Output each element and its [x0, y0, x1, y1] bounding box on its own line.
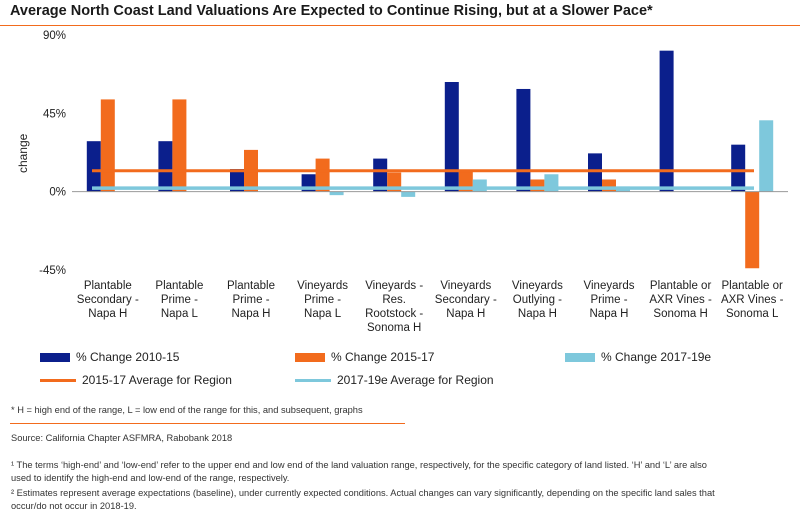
source-note: Source: California Chapter ASFMRA, Rabob… — [11, 433, 233, 443]
bar-1-9 — [659, 50, 674, 192]
bar-1-1 — [86, 141, 101, 192]
chart-title: Average North Coast Land Valuations Are … — [10, 3, 653, 19]
category-label-line: Napa H — [518, 308, 557, 320]
category-label-line: Plantable — [227, 280, 275, 292]
bar-chart: 90% 45% 0% -45% change Plantable Secondary - Na… — [16, 30, 788, 334]
category-label-line: Napa H — [232, 308, 271, 320]
legend-line-swatch-2015-17-avg — [40, 379, 76, 383]
category-label-line: Res. — [382, 294, 406, 306]
category-label-line: Outlying - — [513, 294, 562, 306]
bar-2-1 — [100, 99, 115, 192]
bar-3-5 — [401, 191, 416, 197]
category-label-line: Prime - — [161, 294, 198, 306]
category-label-line: Secondary - — [435, 294, 497, 306]
category-label-line: Secondary - — [77, 294, 139, 306]
y-tick-label: -45% — [39, 265, 66, 277]
title-divider — [0, 25, 800, 26]
legend-series-1: % Change 2010-15 — [40, 350, 179, 364]
category-label-line: Prime - — [590, 294, 627, 306]
category-label-line: Vineyards — [297, 280, 348, 292]
category-label-line: Napa L — [304, 308, 342, 320]
category-label-1: Plantable Secondary - Napa H — [77, 280, 139, 320]
bar-3-4 — [329, 191, 344, 196]
category-label-line: Plantable — [155, 280, 203, 292]
category-label-line: Plantable or — [722, 280, 784, 292]
category-label-line: Rootstock - — [365, 308, 423, 320]
bar-1-6 — [444, 82, 459, 192]
category-label-line: AXR Vines - — [649, 294, 712, 306]
category-label-7: Vineyards Outlying - Napa H — [512, 280, 563, 320]
category-label-line: AXR Vines - — [721, 294, 784, 306]
bar-1-2 — [158, 141, 173, 192]
category-label-line: Sonoma H — [653, 308, 707, 320]
footnote-2-line-2: occur/do not occur in 2018-19. — [11, 501, 137, 511]
bar-2-10 — [745, 191, 760, 269]
y-tick-label: 90% — [43, 30, 66, 42]
category-label-line: Vineyards - — [365, 280, 423, 292]
category-label-8: Vineyards Prime - Napa H — [584, 280, 635, 320]
range-key-note: * H = high end of the range, L = low end… — [11, 405, 363, 415]
category-label-line: Vineyards — [512, 280, 563, 292]
category-label-line: Plantable — [84, 280, 132, 292]
legend-line-swatch-2017-19e-avg — [295, 379, 331, 383]
legend-label-2017-19e-avg: 2017-19e Average for Region — [337, 373, 494, 387]
legend-line-2: 2017-19e Average for Region — [295, 373, 494, 387]
bar-1-5 — [373, 158, 388, 192]
bar-1-7 — [516, 88, 531, 192]
y-axis-title: change — [16, 133, 30, 173]
legend-swatch-2015-17 — [295, 353, 325, 363]
bar-2-2 — [172, 99, 187, 192]
category-label-line: Prime - — [232, 294, 269, 306]
bar-1-3 — [230, 169, 244, 192]
category-label-9: Plantable or AXR Vines - Sonoma H — [649, 280, 712, 320]
category-label-line: Prime - — [304, 294, 341, 306]
category-label-line: Vineyards — [584, 280, 635, 292]
category-label-3: Plantable Prime - Napa H — [227, 280, 275, 320]
footnote-1-line-1: ¹ The terms ‘high-end’ and ‘low-end’ ref… — [11, 460, 707, 470]
footnote-2: ² Estimates represent average expectatio… — [11, 487, 791, 513]
footnote-2-line-1: ² Estimates represent average expectatio… — [11, 488, 715, 498]
footnote-1-line-2: used to identify the high-end and low-en… — [11, 473, 290, 483]
category-label-line: Napa H — [590, 308, 629, 320]
category-label-line: Napa H — [88, 308, 127, 320]
category-label-line: Sonoma H — [367, 322, 421, 334]
category-label-line: Sonoma L — [726, 308, 779, 320]
footnote-1: ¹ The terms ‘high-end’ and ‘low-end’ ref… — [11, 459, 791, 485]
category-label-4: Vineyards Prime - Napa L — [297, 280, 348, 320]
y-tick-label: 45% — [43, 108, 66, 120]
legend-swatch-2010-15 — [40, 353, 70, 363]
bar-3-10 — [759, 120, 774, 192]
note-divider — [10, 423, 405, 424]
legend-series-3: % Change 2017-19e — [565, 350, 711, 364]
legend-label-2015-17: % Change 2015-17 — [331, 350, 435, 364]
bar-1-10 — [731, 144, 746, 192]
category-label-line: Napa L — [161, 308, 199, 320]
category-label-line: Plantable or — [650, 280, 712, 292]
legend-label-2015-17-avg: 2015-17 Average for Region — [82, 373, 232, 387]
y-tick-label: 0% — [49, 187, 66, 199]
category-label-line: Napa H — [446, 308, 485, 320]
bar-2-4 — [315, 158, 330, 192]
legend-label-2017-19e: % Change 2017-19e — [601, 350, 712, 364]
category-label-2: Plantable Prime - Napa L — [155, 280, 203, 320]
legend-label-2010-15: % Change 2010-15 — [76, 350, 180, 364]
legend-line-1: 2015-17 Average for Region — [40, 373, 232, 387]
legend-swatch-2017-19e — [565, 353, 595, 363]
category-label-10: Plantable or AXR Vines - Sonoma L — [721, 280, 784, 320]
category-label-6: Vineyards Secondary - Napa H — [435, 280, 497, 320]
category-label-line: Vineyards — [440, 280, 491, 292]
category-label-5: Vineyards - Res. Rootstock - Sonoma H — [365, 280, 423, 334]
bar-1-8 — [588, 153, 602, 192]
legend-series-2: % Change 2015-17 — [295, 350, 434, 364]
